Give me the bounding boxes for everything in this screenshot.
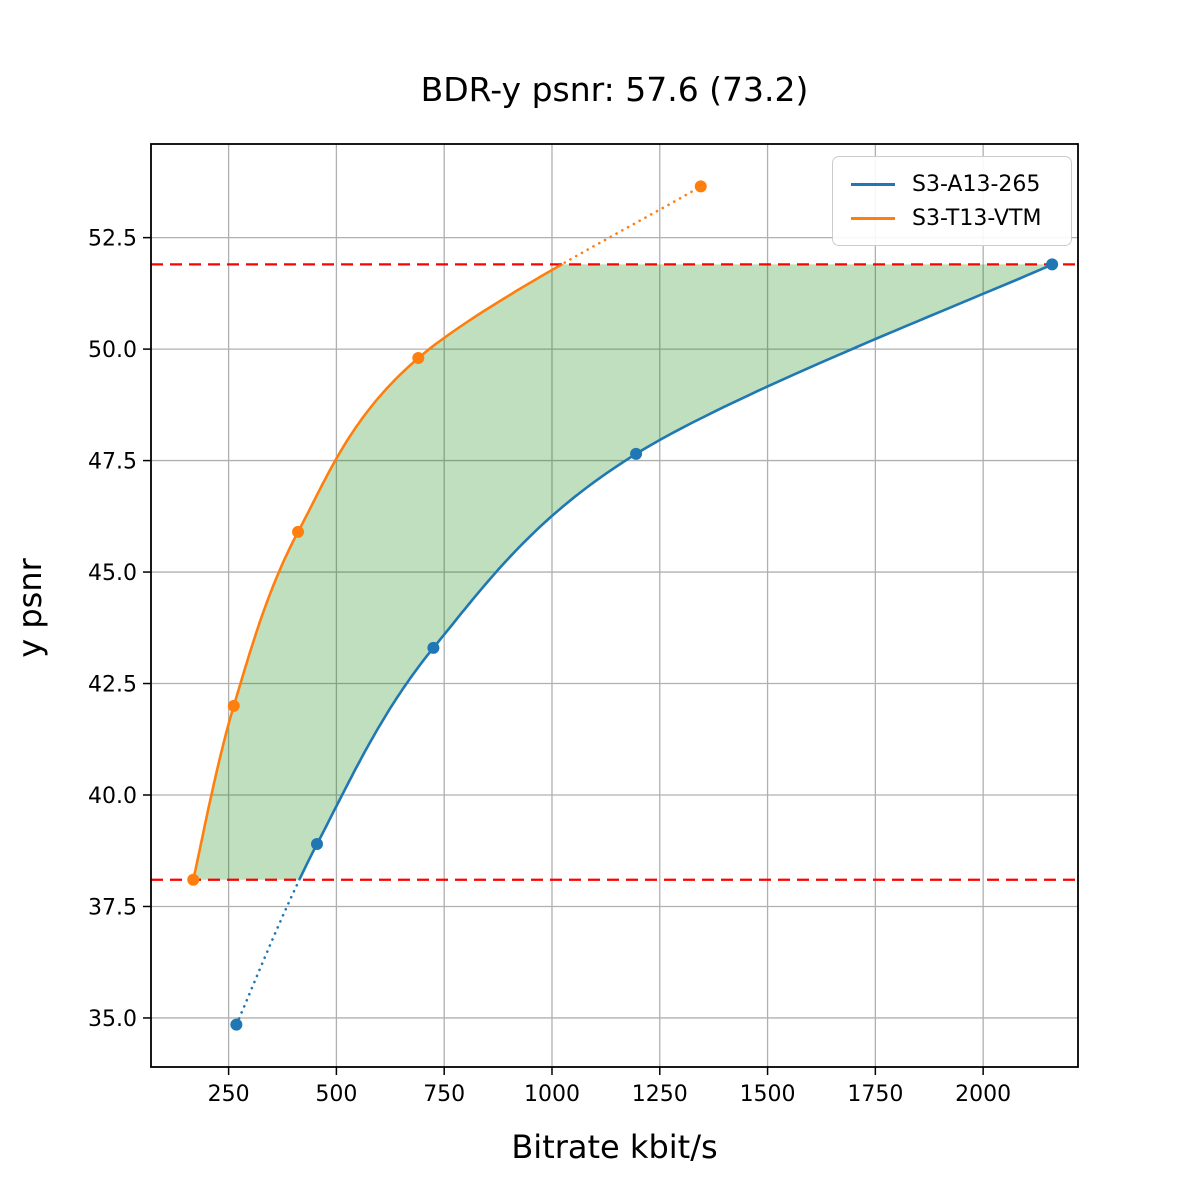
- legend-label: S3-A13-265: [912, 171, 1041, 197]
- y-tick-label: 37.5: [88, 895, 137, 920]
- legend-item: S3-T13-VTM: [851, 201, 1063, 235]
- data-point-S3-T13-VTM: [227, 699, 240, 712]
- data-point-S3-A13-265: [1046, 258, 1059, 271]
- legend-line-swatch: [851, 216, 895, 220]
- data-point-S3-T13-VTM: [187, 873, 200, 886]
- legend: S3-A13-265 S3-T13-VTM: [832, 156, 1072, 246]
- axes-frame: [150, 143, 1079, 1068]
- x-tick-label: 1000: [524, 1082, 580, 1107]
- x-tick-label: 750: [423, 1082, 465, 1107]
- y-tick-label: 40.0: [88, 784, 137, 809]
- x-tick-label: 1500: [740, 1082, 796, 1107]
- data-point-S3-A13-265: [630, 447, 643, 460]
- y-tick-label: 52.5: [88, 227, 137, 252]
- y-tick-label: 35.0: [88, 1007, 137, 1032]
- x-tick-label: 1250: [632, 1082, 688, 1107]
- x-tick-label: 250: [208, 1082, 250, 1107]
- chart-title: BDR-y psnr: 57.6 (73.2): [420, 70, 809, 109]
- legend-line-swatch: [851, 182, 895, 186]
- y-tick-label: 47.5: [88, 450, 137, 475]
- x-axis-label: Bitrate kbit/s: [511, 1128, 718, 1166]
- data-point-S3-T13-VTM: [694, 180, 707, 193]
- data-point-S3-T13-VTM: [412, 352, 425, 365]
- bd-shaded-region: [193, 264, 1053, 880]
- y-axis-label: y psnr: [11, 558, 49, 658]
- data-point-S3-T13-VTM: [292, 525, 305, 538]
- x-tick-label: 1750: [847, 1082, 903, 1107]
- x-tick-label: 500: [315, 1082, 357, 1107]
- y-tick-label: 45.0: [88, 561, 137, 586]
- legend-label: S3-T13-VTM: [912, 205, 1042, 231]
- legend-item: S3-A13-265: [851, 167, 1063, 201]
- y-tick-label: 50.0: [88, 338, 137, 363]
- data-point-S3-A13-265: [230, 1018, 243, 1031]
- data-point-S3-A13-265: [427, 641, 440, 654]
- x-tick-label: 2000: [955, 1082, 1011, 1107]
- y-tick-label: 42.5: [88, 673, 137, 698]
- data-point-S3-A13-265: [310, 838, 323, 851]
